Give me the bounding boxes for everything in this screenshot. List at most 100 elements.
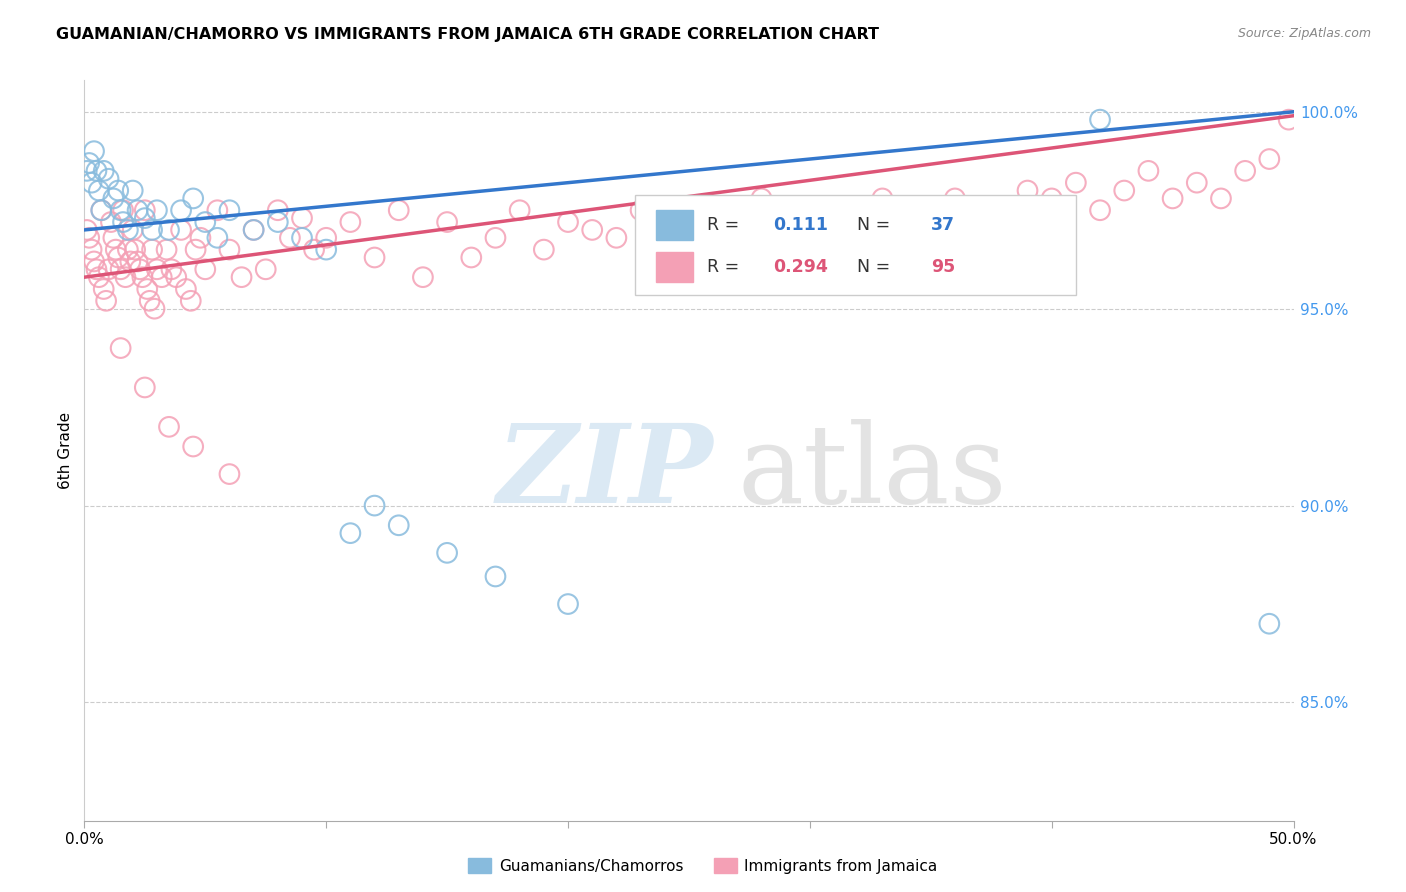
Text: 37: 37 [931,216,955,234]
Point [605,231,627,245]
FancyBboxPatch shape [634,195,1076,295]
Point [242,223,264,237]
Point [363,251,385,265]
Point [509,203,531,218]
Point [460,251,482,265]
Text: R =: R = [707,258,745,276]
Point [124,243,146,257]
Point [86,164,108,178]
Point [160,262,183,277]
Point [87,270,110,285]
Point [1258,616,1281,631]
Point [702,203,724,218]
Point [1234,164,1257,178]
Point [90,203,112,218]
Point [76,164,98,178]
Point [218,203,240,218]
Point [363,499,385,513]
Point [107,184,129,198]
Point [388,203,411,218]
Point [388,518,411,533]
Point [967,223,990,237]
Point [654,251,676,265]
Point [97,171,120,186]
Point [315,243,337,257]
Point [94,293,117,308]
Point [267,203,290,218]
Point [180,293,202,308]
Point [141,223,163,237]
Point [339,215,361,229]
Point [117,243,139,257]
Point [725,243,748,257]
Text: R =: R = [707,216,745,234]
Point [131,270,153,285]
Point [242,223,264,237]
Text: N =: N = [846,258,896,276]
Point [112,203,135,218]
Point [120,254,142,268]
Point [76,223,98,237]
Point [1064,176,1087,190]
Point [1114,184,1136,198]
Point [77,231,100,245]
Point [872,191,894,205]
Point [412,270,434,285]
Point [218,243,240,257]
Point [93,282,115,296]
Point [141,243,163,257]
Point [134,211,156,226]
Point [267,215,290,229]
Point [146,203,169,218]
Point [127,254,149,268]
Point [146,262,169,277]
Text: Source: ZipAtlas.com: Source: ZipAtlas.com [1237,27,1371,40]
Point [138,293,160,308]
Point [993,203,1015,218]
Point [291,211,314,226]
Point [134,380,156,394]
Point [114,270,136,285]
Point [103,231,125,245]
Point [278,231,301,245]
Point [1161,191,1184,205]
Point [775,223,797,237]
Point [339,526,361,541]
Point [90,203,112,218]
Point [129,262,152,277]
Point [484,231,506,245]
Point [751,191,773,205]
Point [943,191,966,205]
Point [1278,112,1301,127]
Point [121,223,143,237]
Point [207,231,229,245]
Bar [657,211,693,240]
Point [170,223,193,237]
Point [77,156,100,170]
Point [80,176,103,190]
Point [190,231,212,245]
Point [315,231,337,245]
Text: 0.111: 0.111 [773,216,828,234]
Point [254,262,277,277]
Point [823,215,845,229]
Point [533,243,555,257]
Point [87,184,110,198]
Point [630,203,652,218]
Point [896,203,918,218]
Point [150,270,173,285]
Point [181,191,204,205]
Point [143,301,166,316]
Y-axis label: 6th Grade: 6th Grade [58,412,73,489]
Point [110,203,132,218]
Point [291,231,314,245]
Point [302,243,325,257]
Point [581,223,603,237]
Point [83,144,105,158]
Point [110,341,132,355]
Point [121,184,143,198]
Point [1137,164,1160,178]
Point [218,467,240,481]
Point [174,282,197,296]
Point [157,420,180,434]
